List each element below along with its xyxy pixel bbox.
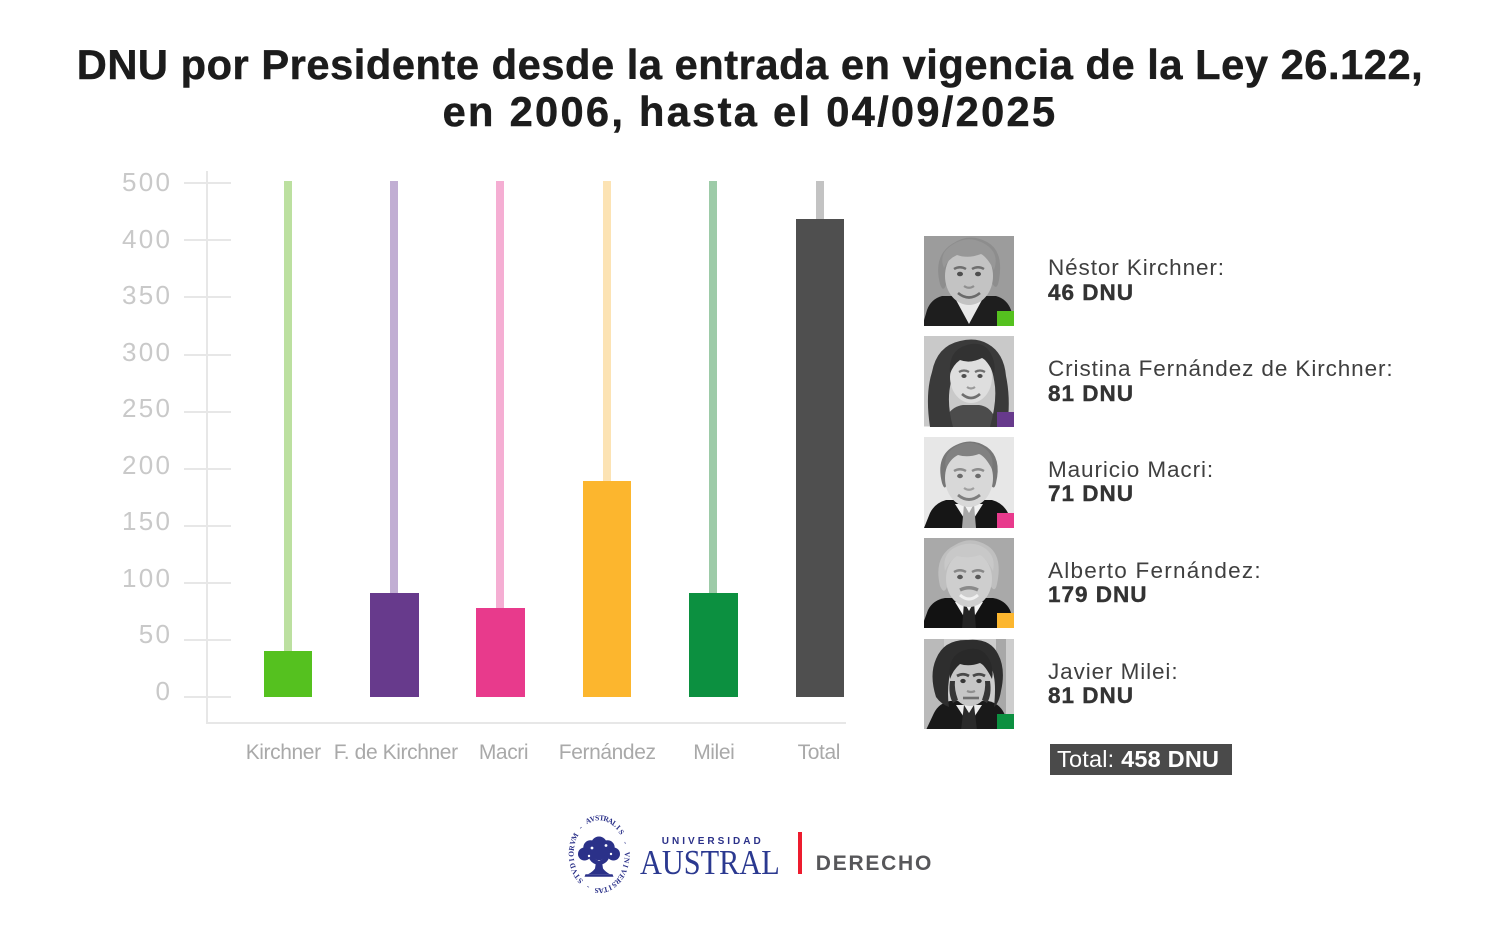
svg-text:N: N [622,857,632,864]
svg-text:R: R [613,876,623,887]
svg-text:-: - [621,840,630,846]
svg-text:S: S [617,828,627,837]
svg-text:I: I [614,823,622,832]
svg-text:E: E [616,872,626,882]
svg-text:M: M [569,831,580,842]
svg-text:A: A [606,816,615,827]
svg-text:S: S [610,880,618,890]
svg-text:R: R [567,844,577,851]
svg-text:T: T [572,872,582,881]
svg-text:S: S [594,886,599,895]
svg-text:V: V [568,838,578,847]
svg-text:V: V [569,866,580,876]
svg-text:-: - [584,883,590,892]
svg-text:I: I [621,863,630,869]
svg-text:L: L [610,819,619,829]
svg-text:T: T [602,885,609,895]
svg-text:T: T [599,813,605,822]
svg-text:S: S [576,876,585,885]
svg-text:I: I [607,883,613,892]
svg-text:V: V [618,867,629,877]
svg-text:S: S [595,813,600,822]
svg-text:-: - [576,823,584,832]
svg-text:A: A [584,815,593,826]
svg-text:D: D [567,861,577,870]
svg-text:R: R [602,814,610,824]
svg-text:V: V [589,814,597,824]
svg-text:O: O [567,851,576,857]
svg-text:A: A [598,886,605,895]
svg-text:V: V [623,852,632,858]
svg-text:I: I [567,858,576,862]
